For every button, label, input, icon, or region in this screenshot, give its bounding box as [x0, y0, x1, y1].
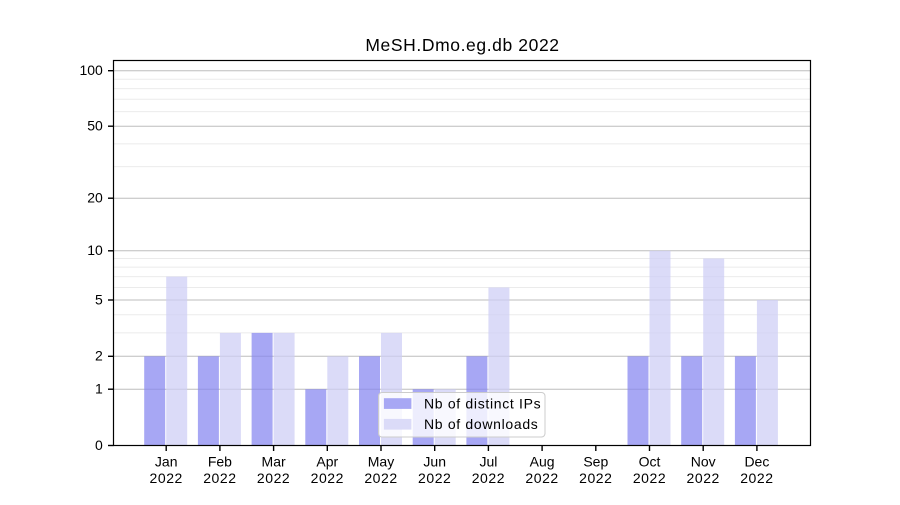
svg-text:Oct: Oct [639, 454, 661, 470]
svg-text:Jul: Jul [479, 454, 497, 470]
svg-text:1: 1 [95, 381, 103, 397]
svg-text:Sep: Sep [583, 454, 608, 470]
svg-text:2: 2 [95, 348, 103, 364]
svg-text:20: 20 [87, 190, 103, 206]
svg-text:2022: 2022 [525, 470, 558, 486]
svg-text:2022: 2022 [150, 470, 183, 486]
svg-text:May: May [368, 454, 394, 470]
svg-text:Jun: Jun [423, 454, 446, 470]
svg-text:Dec: Dec [744, 454, 769, 470]
svg-text:2022: 2022 [364, 470, 397, 486]
svg-text:5: 5 [95, 291, 103, 307]
svg-text:0: 0 [95, 437, 103, 453]
svg-text:Mar: Mar [262, 454, 286, 470]
svg-text:MeSH.Dmo.eg.db 2022: MeSH.Dmo.eg.db 2022 [365, 35, 559, 55]
svg-text:Aug: Aug [530, 454, 555, 470]
svg-text:2022: 2022 [257, 470, 290, 486]
svg-text:2022: 2022 [740, 470, 773, 486]
svg-text:100: 100 [79, 62, 103, 78]
svg-text:2022: 2022 [579, 470, 612, 486]
svg-text:2022: 2022 [687, 470, 720, 486]
svg-text:Nb of distinct IPs: Nb of distinct IPs [424, 396, 541, 412]
svg-text:2022: 2022 [633, 470, 666, 486]
svg-text:Nov: Nov [691, 454, 716, 470]
svg-text:Nb of downloads: Nb of downloads [424, 416, 539, 432]
svg-text:Jan: Jan [155, 454, 178, 470]
svg-text:10: 10 [87, 242, 103, 258]
svg-text:Apr: Apr [316, 454, 338, 470]
svg-text:2022: 2022 [203, 470, 236, 486]
svg-text:Feb: Feb [208, 454, 232, 470]
svg-text:2022: 2022 [418, 470, 451, 486]
svg-text:2022: 2022 [472, 470, 505, 486]
svg-text:2022: 2022 [311, 470, 344, 486]
svg-text:50: 50 [87, 118, 103, 134]
